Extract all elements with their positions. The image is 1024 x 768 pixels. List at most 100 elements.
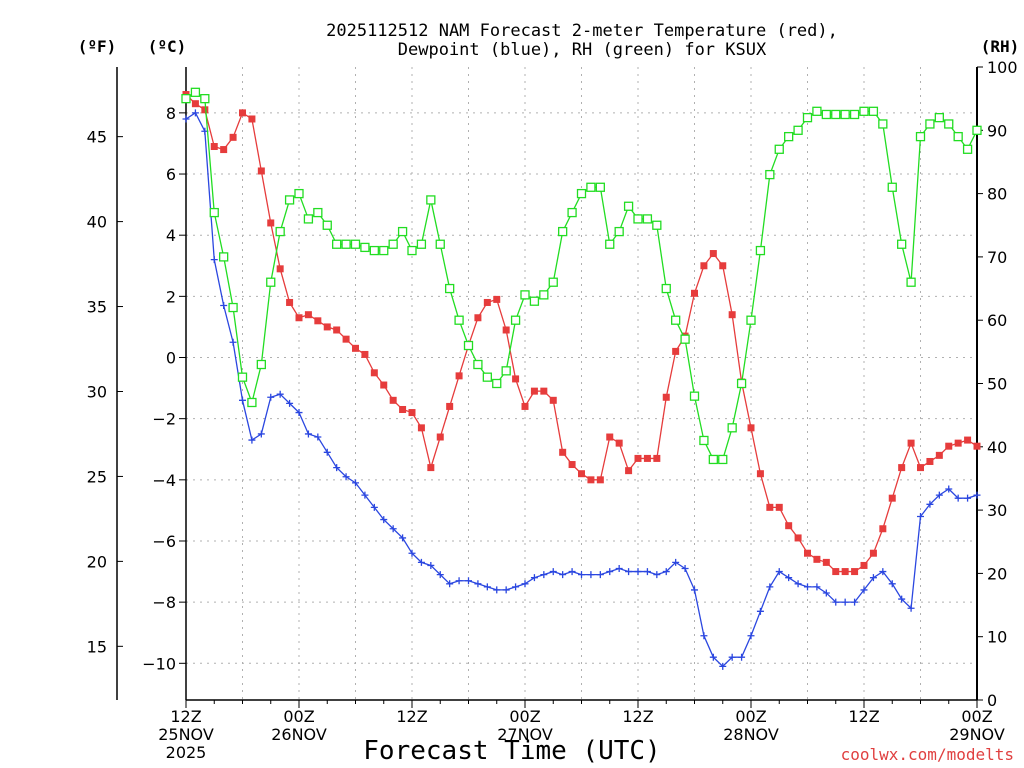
data-point (369, 245, 379, 256)
time-tick-label: 00Z (283, 707, 314, 726)
data-point (794, 580, 802, 588)
data-point (426, 195, 436, 205)
data-point (700, 262, 708, 270)
data-point (926, 457, 934, 465)
data-point (822, 558, 830, 566)
data-point (399, 405, 407, 413)
data-point (276, 390, 284, 398)
data-point (247, 397, 257, 408)
x-axis-label: Forecast Time (UTC) (363, 736, 660, 766)
data-point (191, 100, 199, 108)
data-point (445, 283, 455, 294)
data-point (248, 115, 256, 123)
time-tick-label: 12Z (848, 707, 879, 726)
data-point (568, 461, 576, 469)
data-point (755, 245, 766, 256)
data-point (662, 393, 670, 401)
data-point (266, 277, 276, 287)
data-point (747, 424, 755, 432)
data-point (540, 387, 548, 395)
grid-lines (186, 67, 977, 700)
data-point (812, 106, 822, 116)
data-point (407, 245, 417, 256)
celsius-tick-label: −10 (142, 654, 176, 673)
data-point (596, 476, 604, 484)
data-point (587, 571, 595, 579)
data-point (859, 106, 869, 116)
fahrenheit-unit-label: (ºF) (78, 37, 117, 56)
data-point (851, 568, 859, 576)
rh-tick-label: 100 (987, 58, 1018, 77)
data-point (549, 568, 557, 576)
data-point (341, 239, 351, 249)
data-point (643, 454, 651, 462)
data-point (953, 131, 963, 142)
data-point (304, 430, 312, 438)
data-point (380, 516, 388, 524)
data-point (813, 555, 821, 563)
data-point (718, 454, 728, 465)
data-point (756, 607, 764, 615)
data-point (304, 311, 312, 319)
rh-tick-label: 20 (987, 564, 1007, 583)
data-point (436, 433, 444, 441)
data-point (474, 314, 482, 322)
data-point (455, 372, 463, 380)
data-point (389, 396, 397, 404)
data-point (342, 335, 350, 343)
data-point (360, 242, 370, 253)
data-point (220, 146, 228, 154)
data-point (652, 220, 662, 230)
data-point (691, 289, 698, 297)
data-point (643, 568, 651, 576)
data-point (200, 94, 210, 104)
data-point (840, 109, 850, 120)
rh-unit-label: (RH) (981, 37, 1020, 56)
data-point (463, 340, 474, 351)
data-point (775, 568, 783, 576)
data-point (370, 369, 378, 377)
celsius-tick-label: −8 (152, 593, 176, 612)
data-point (962, 144, 973, 154)
data-point (719, 662, 727, 670)
data-point (342, 473, 350, 481)
data-point (350, 239, 361, 249)
data-point (623, 201, 634, 211)
data-point (935, 491, 943, 499)
data-point (802, 112, 813, 123)
data-point (822, 589, 830, 597)
fahrenheit-tick-label: 15 (87, 637, 107, 656)
data-point (576, 188, 587, 199)
data-point (248, 436, 256, 444)
data-point (898, 595, 906, 603)
data-point (860, 586, 868, 594)
data-point (568, 568, 576, 576)
fahrenheit-tick-label: 20 (87, 552, 107, 571)
data-point (587, 476, 595, 484)
data-point (502, 326, 510, 334)
data-point (944, 119, 954, 129)
data-point (257, 167, 265, 175)
data-point (482, 372, 492, 382)
data-point (313, 207, 323, 218)
data-point (964, 494, 972, 502)
data-point (380, 381, 388, 389)
data-point (201, 106, 209, 114)
data-point (191, 109, 199, 117)
data-point (219, 252, 229, 262)
data-point (578, 571, 585, 579)
rh-tick-label: 70 (987, 248, 1007, 267)
time-tick-label: 28NOV (723, 725, 779, 744)
data-point (851, 598, 859, 606)
data-point (756, 470, 764, 478)
data-point (586, 182, 596, 192)
data-point (388, 239, 398, 249)
data-point (662, 568, 670, 576)
celsius-tick-label: −6 (152, 532, 176, 551)
data-point (681, 565, 689, 573)
data-point (530, 574, 538, 582)
data-point (595, 182, 605, 192)
data-point (915, 131, 926, 142)
data-point (182, 115, 190, 123)
